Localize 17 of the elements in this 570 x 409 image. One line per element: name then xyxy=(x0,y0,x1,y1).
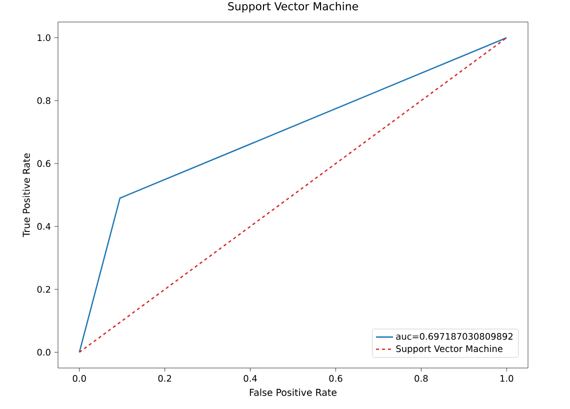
legend-label: auc=0.697187030809892 xyxy=(396,332,513,340)
x-tick-label: 0.0 xyxy=(72,375,86,382)
x-tick-label: 0.2 xyxy=(158,375,172,382)
x-tick-label: 0.4 xyxy=(244,375,257,382)
y-tick-label: 0.2 xyxy=(37,286,50,293)
y-tick-label: 0.8 xyxy=(37,97,50,104)
x-tick-label: 0.8 xyxy=(414,375,428,382)
y-axis-title: True Positive Rate xyxy=(22,153,30,238)
x-axis-title: False Positive Rate xyxy=(250,388,336,396)
x-tick-label: 1.0 xyxy=(500,375,514,382)
legend-label: Support Vector Machine xyxy=(396,345,502,354)
y-tick-label: 1.0 xyxy=(38,34,50,42)
y-tick-label: 0.0 xyxy=(37,348,50,356)
y-tick-label: 0.4 xyxy=(37,223,50,230)
chart-title: Support Vector Machine xyxy=(228,2,358,12)
y-tick-label: 0.6 xyxy=(37,160,50,167)
x-tick-label: 0.6 xyxy=(329,375,342,382)
